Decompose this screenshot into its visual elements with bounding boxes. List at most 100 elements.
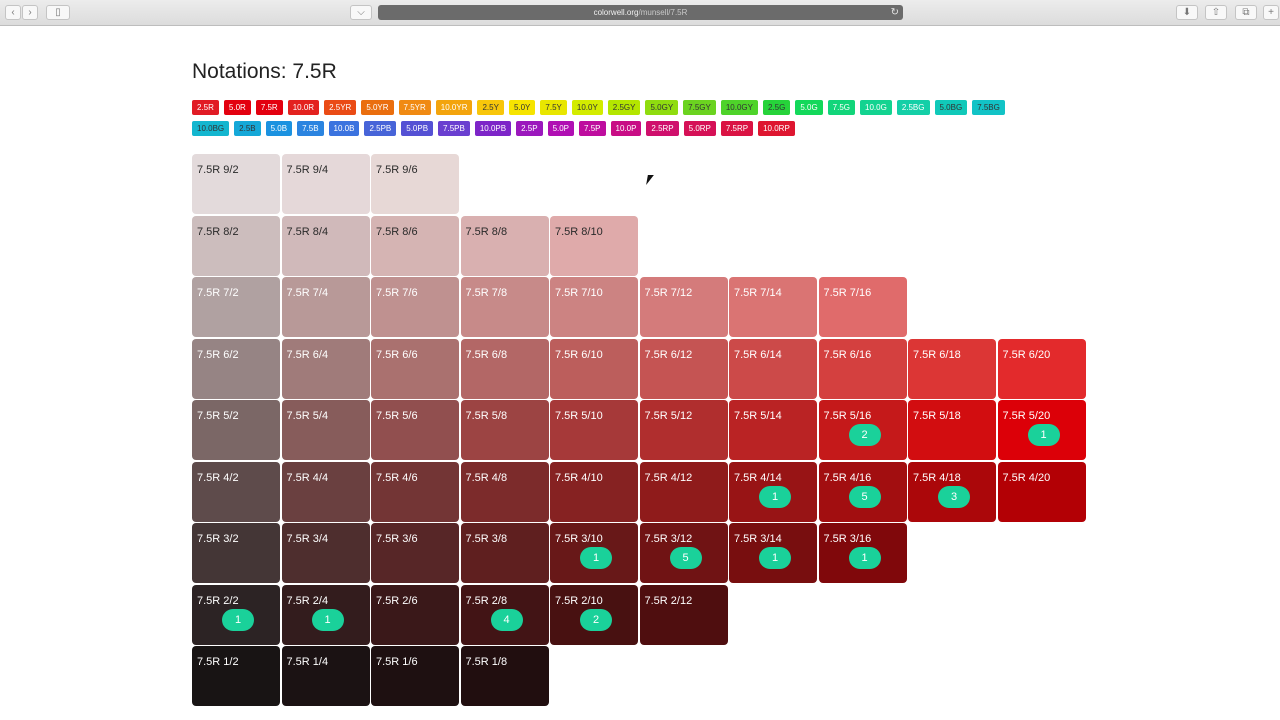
notation-chip[interactable]: 10.0GY [720,100,758,115]
notation-chip[interactable]: 7.5P [579,121,606,136]
color-chip-cell[interactable]: 7.5R 6/16 [818,338,907,399]
color-chip-cell[interactable]: 7.5R 9/6 [371,154,459,214]
notation-chip[interactable]: 10.0PB [474,121,512,136]
notation-chip[interactable]: 7.5YR [398,100,431,115]
color-chip-cell[interactable]: 7.5R 7/16 [818,277,907,337]
reload-icon[interactable]: ↻ [890,7,899,18]
download-icon[interactable]: ⬇ [1176,5,1198,20]
color-chip-cell[interactable]: 7.5R 8/2 [192,215,280,276]
notation-chip[interactable]: 5.0R [223,100,251,115]
color-chip-cell[interactable]: 7.5R 4/18 3 [908,461,996,522]
notation-chip[interactable]: 7.5G [827,100,856,115]
color-chip-cell[interactable]: 7.5R 3/10 1 [550,523,638,583]
notation-chip[interactable]: 10.0B [328,121,360,136]
notation-chip[interactable]: 2.5B [234,121,261,136]
color-chip-cell[interactable]: 7.5R 4/20 [997,461,1086,522]
count-badge[interactable]: 1 [848,547,881,569]
color-chip-cell[interactable]: 7.5R 7/14 [729,277,817,337]
color-chip-cell[interactable]: 7.5R 6/14 [729,338,817,399]
count-badge[interactable]: 1 [222,608,254,631]
notation-chip[interactable]: 10.0BG [192,121,230,136]
new-tab-icon[interactable]: + [1263,5,1279,20]
color-chip-cell[interactable]: 7.5R 6/2 [192,338,280,399]
color-chip-cell[interactable]: 7.5R 7/8 [460,277,549,337]
color-chip-cell[interactable]: 7.5R 8/4 [281,215,370,276]
color-chip-cell[interactable]: 7.5R 1/6 [371,646,459,706]
color-chip-cell[interactable]: 7.5R 5/10 [550,400,638,460]
reader-shield-button[interactable]: ⌵ [350,5,372,20]
color-chip-cell[interactable]: 7.5R 4/8 [460,461,549,522]
color-chip-cell[interactable]: 7.5R 4/10 [550,461,638,522]
color-chip-cell[interactable]: 7.5R 5/6 [371,400,459,460]
color-chip-cell[interactable]: 7.5R 5/4 [281,400,370,460]
color-chip-cell[interactable]: 7.5R 2/6 [371,584,459,645]
color-chip-cell[interactable]: 7.5R 6/4 [281,338,370,399]
back-button[interactable]: ‹ [5,5,21,20]
color-chip-cell[interactable]: 7.5R 5/16 2 [818,400,907,460]
count-badge[interactable]: 2 [848,424,881,446]
count-badge[interactable]: 3 [938,485,970,508]
count-badge[interactable]: 5 [848,485,881,508]
color-chip-cell[interactable]: 7.5R 6/10 [550,338,638,399]
color-chip-cell[interactable]: 7.5R 2/2 1 [192,584,280,645]
color-chip-cell[interactable]: 7.5R 3/2 [192,523,280,583]
color-chip-cell[interactable]: 7.5R 1/8 [460,646,549,706]
color-chip-cell[interactable]: 7.5R 7/2 [192,277,280,337]
notation-chip[interactable]: 2.5Y [477,100,504,115]
count-badge[interactable]: 1 [759,485,791,508]
color-chip-cell[interactable]: 7.5R 5/12 [639,400,728,460]
color-chip-cell[interactable]: 7.5R 9/4 [281,154,370,214]
color-chip-cell[interactable]: 7.5R 2/10 2 [550,584,638,645]
notation-chip[interactable]: 2.5GY [607,100,641,115]
notation-chip[interactable]: 7.5B [297,121,324,136]
url-bar[interactable]: colorwell.org/munsell/7.5R ↻ [378,5,903,20]
color-chip-cell[interactable]: 7.5R 6/8 [460,338,549,399]
color-chip-cell[interactable]: 7.5R 3/8 [460,523,549,583]
color-chip-cell[interactable]: 7.5R 8/10 [550,215,638,276]
color-chip-cell[interactable]: 7.5R 1/2 [192,646,280,706]
color-chip-cell[interactable]: 7.5R 3/4 [281,523,370,583]
notation-chip[interactable]: 10.0G [860,100,892,115]
notation-chip[interactable]: 5.0GY [645,100,679,115]
notation-chip[interactable]: 10.0Y [571,100,603,115]
color-chip-cell[interactable]: 7.5R 2/8 4 [460,584,549,645]
color-chip-cell[interactable]: 7.5R 2/4 1 [281,584,370,645]
count-badge[interactable]: 4 [490,608,523,631]
count-badge[interactable]: 1 [1027,424,1060,446]
color-chip-cell[interactable]: 7.5R 4/16 5 [818,461,907,522]
notation-chip[interactable]: 7.5PB [438,121,470,136]
color-chip-cell[interactable]: 7.5R 6/6 [371,338,459,399]
count-badge[interactable]: 1 [311,608,344,631]
color-chip-cell[interactable]: 7.5R 5/2 [192,400,280,460]
color-chip-cell[interactable]: 7.5R 3/16 1 [818,523,907,583]
notation-chip[interactable]: 2.5BG [896,100,930,115]
sidebar-toggle-button[interactable]: ▯ [46,5,70,20]
color-chip-cell[interactable]: 7.5R 6/12 [639,338,728,399]
notation-chip[interactable]: 2.5R [192,100,219,115]
notation-chip[interactable]: 5.0RP [683,121,716,136]
color-chip-cell[interactable]: 7.5R 4/4 [281,461,370,522]
notation-chip[interactable]: 2.5YR [324,100,357,115]
notation-chip[interactable]: 5.0G [795,100,823,115]
color-chip-cell[interactable]: 7.5R 8/8 [460,215,549,276]
color-chip-cell[interactable]: 7.5R 5/14 [729,400,817,460]
color-chip-cell[interactable]: 7.5R 3/14 1 [729,523,817,583]
notation-chip[interactable]: 10.0YR [435,100,473,115]
color-chip-cell[interactable]: 7.5R 9/2 [192,154,280,214]
color-chip-cell[interactable]: 7.5R 4/2 [192,461,280,522]
notation-chip[interactable]: 5.0PB [401,121,434,136]
color-chip-cell[interactable]: 7.5R 7/6 [371,277,459,337]
color-chip-cell[interactable]: 7.5R 5/18 [908,400,996,460]
notation-chip[interactable]: 10.0R [287,100,320,115]
share-icon[interactable]: ⇧ [1205,5,1227,20]
notation-chip[interactable]: 10.0P [610,121,642,136]
color-chip-cell[interactable]: 7.5R 7/10 [550,277,638,337]
notation-chip[interactable]: 7.5GY [683,100,716,115]
notation-chip[interactable]: 7.5RP [720,121,754,136]
notation-chip[interactable]: 5.0Y [508,100,536,115]
notation-chip[interactable]: 7.5Y [540,100,567,115]
notation-chip[interactable]: 5.0B [265,121,293,136]
notation-chip[interactable]: 7.5BG [972,100,1005,115]
notation-chip[interactable]: 5.0P [547,121,575,136]
notation-chip[interactable]: 2.5PB [364,121,397,136]
